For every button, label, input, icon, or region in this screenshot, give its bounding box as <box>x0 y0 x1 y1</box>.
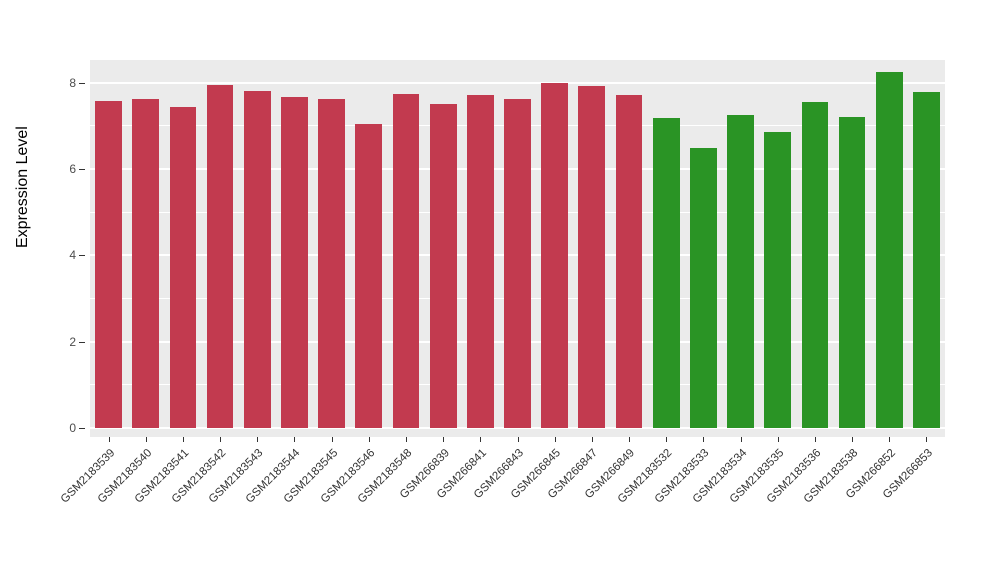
bar <box>615 94 643 428</box>
bar <box>727 115 754 428</box>
bar <box>913 92 940 428</box>
x-tick-mark <box>182 437 184 442</box>
bar <box>578 85 606 428</box>
bar <box>466 94 494 428</box>
bar <box>429 104 457 428</box>
y-tick-label: 0 <box>69 420 76 435</box>
x-tick-mark <box>145 437 147 442</box>
x-tick-mark <box>405 437 407 442</box>
x-tick-mark <box>368 437 370 442</box>
x-tick-mark <box>517 437 519 442</box>
bar <box>652 118 680 428</box>
gridline-major <box>90 426 945 429</box>
y-tick-label: 2 <box>69 334 76 349</box>
bar <box>281 97 308 428</box>
x-tick-mark <box>926 437 928 442</box>
x-tick-mark <box>814 437 816 442</box>
bar <box>504 99 531 428</box>
y-tick-label: 6 <box>69 162 76 177</box>
x-tick-mark <box>257 437 259 442</box>
y-tick-label: 4 <box>69 248 76 263</box>
y-tick-mark <box>79 341 85 343</box>
y-tick-mark <box>79 169 85 171</box>
x-tick-mark <box>443 437 445 442</box>
bar <box>875 72 903 428</box>
plot-area <box>90 60 945 437</box>
x-tick-mark <box>554 437 556 442</box>
bar <box>206 85 234 428</box>
bar <box>541 82 569 428</box>
bar <box>801 102 829 428</box>
y-axis: 0 2 4 6 8 <box>0 60 90 437</box>
y-tick-mark <box>79 255 85 257</box>
bar <box>169 106 197 428</box>
x-tick-mark <box>591 437 593 442</box>
bar <box>95 100 122 428</box>
bar <box>318 98 345 428</box>
x-tick-mark <box>629 437 631 442</box>
gridline-major <box>90 81 945 84</box>
x-tick-mark <box>740 437 742 442</box>
bar <box>355 123 383 428</box>
bar <box>243 90 271 428</box>
x-tick-mark <box>220 437 222 442</box>
x-tick-mark <box>852 437 854 442</box>
bar <box>689 148 717 428</box>
y-tick-mark <box>79 82 85 84</box>
y-tick-label: 8 <box>69 75 76 90</box>
bar <box>838 117 866 428</box>
y-tick-mark <box>79 427 85 429</box>
x-axis: GSM2183539 GSM2183540 GSM2183541 GSM2183542… <box>58 437 945 580</box>
x-tick-mark <box>666 437 668 442</box>
bar <box>392 93 420 428</box>
x-tick-mark <box>703 437 705 442</box>
bar <box>764 132 792 428</box>
x-tick-mark <box>480 437 482 442</box>
bar <box>132 99 160 428</box>
x-tick-mark <box>108 437 110 442</box>
x-tick-mark <box>331 437 333 442</box>
x-tick-mark <box>889 437 891 442</box>
x-tick-mark <box>777 437 779 442</box>
x-tick-mark <box>294 437 296 442</box>
